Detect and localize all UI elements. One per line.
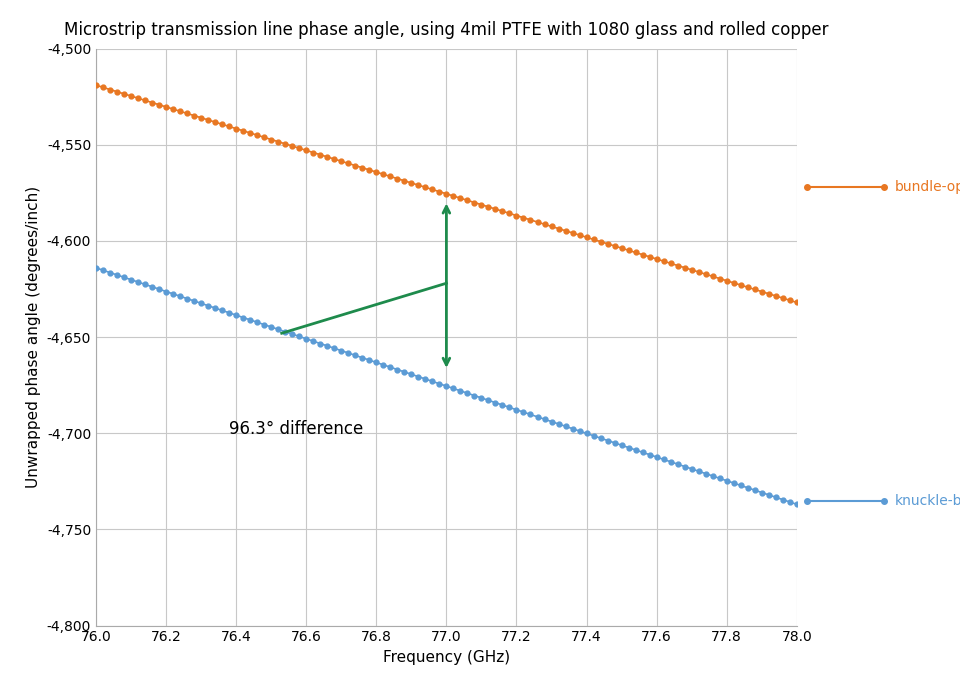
Y-axis label: Unwrapped phase angle (degrees/inch): Unwrapped phase angle (degrees/inch) [26, 186, 41, 488]
Text: 96.3° difference: 96.3° difference [229, 420, 364, 439]
Text: knuckle-bundle: knuckle-bundle [895, 493, 960, 507]
X-axis label: Frequency (GHz): Frequency (GHz) [383, 650, 510, 665]
Text: bundle-open: bundle-open [895, 180, 960, 194]
Title: Microstrip transmission line phase angle, using 4mil PTFE with 1080 glass and ro: Microstrip transmission line phase angle… [64, 21, 828, 39]
